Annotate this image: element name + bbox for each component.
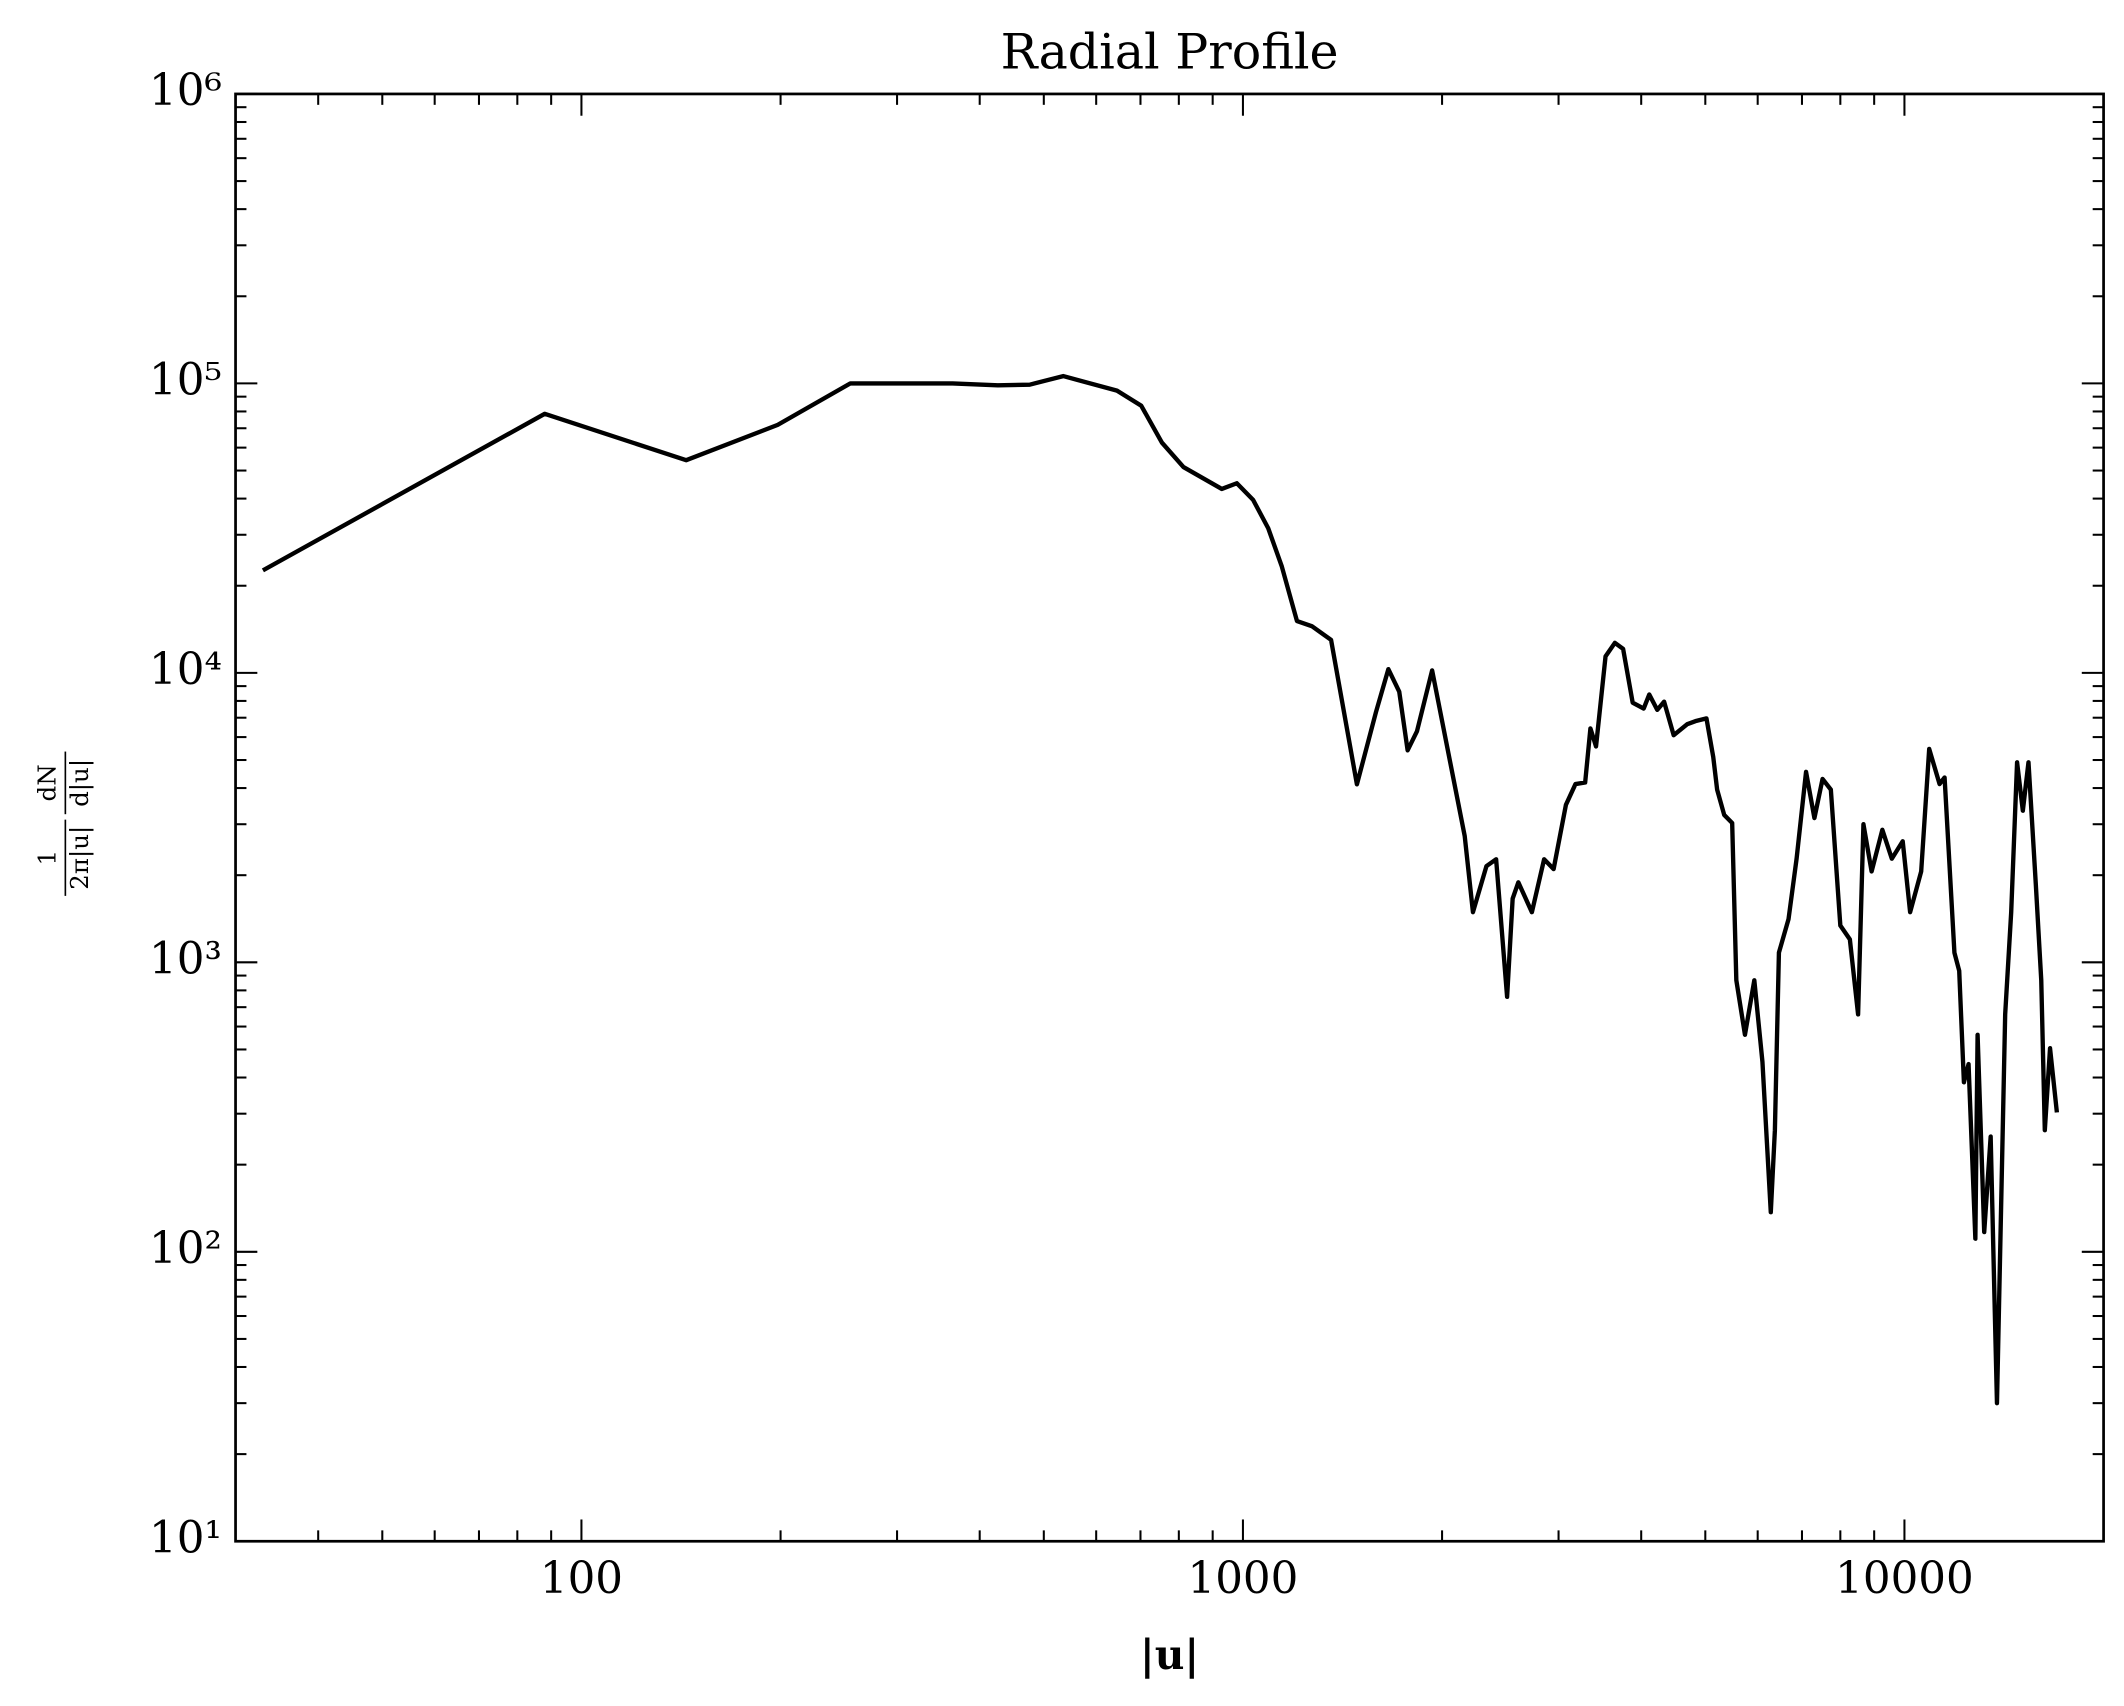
y-tick-label: 10⁵	[149, 355, 222, 405]
y-tick-label: 10⁶	[149, 66, 222, 116]
x-tick-label: 100	[540, 1554, 623, 1604]
y-tick-label: 10³	[149, 934, 222, 984]
plot-frame	[234, 92, 2105, 1543]
y-tick-label: 10¹	[149, 1513, 222, 1563]
x-tick-label: 1000	[1188, 1554, 1299, 1604]
y-tick-label: 10⁴	[149, 645, 222, 695]
y-label-denominator: d|u|	[65, 759, 95, 807]
y-tick-label: 10²	[149, 1224, 222, 1274]
y-label-denominator: 2π|u|	[65, 826, 95, 890]
chart-title: Radial Profile	[1001, 23, 1339, 80]
y-axis-label: 1 2π|u| dN d|u|	[33, 751, 95, 896]
x-axis-label: |u|	[1140, 1631, 1199, 1680]
line-series	[261, 373, 2060, 1406]
y-label-numerator: 1	[33, 850, 62, 866]
x-tick-label: 10000	[1835, 1554, 1974, 1604]
y-label-numerator: dN	[33, 764, 62, 801]
